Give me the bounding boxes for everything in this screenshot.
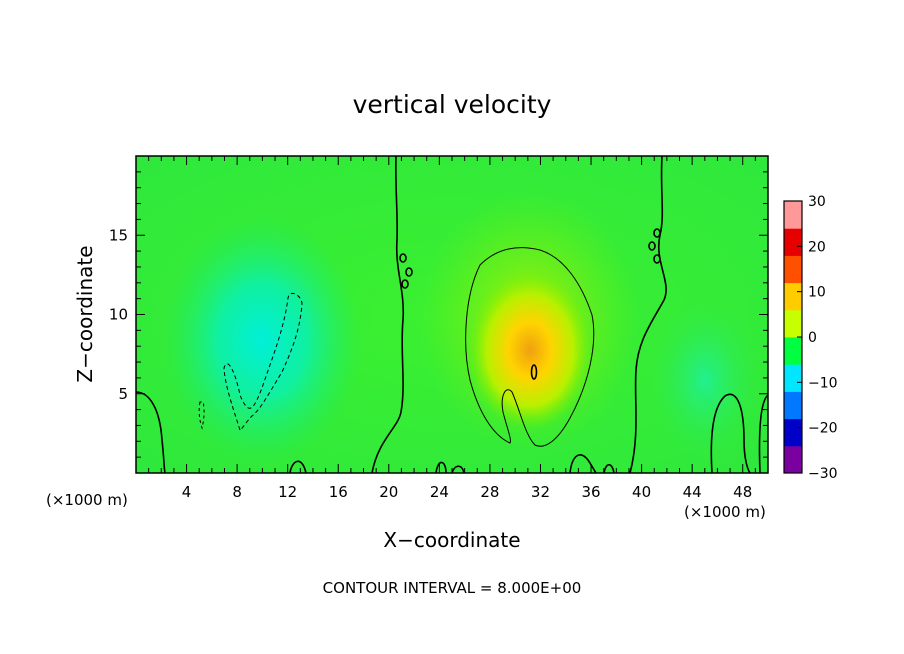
contour-bottom-d: [569, 454, 597, 473]
downdraft-contour-small: [198, 401, 205, 430]
colorbar-tick-label: 10: [808, 285, 826, 301]
colorbar: 30 20 10 0 −10 −20 −30: [783, 194, 838, 482]
contour-west-bottom: [136, 391, 166, 473]
contour-blob-5: [648, 241, 656, 251]
x-unit-left: (×1000 m): [46, 491, 128, 509]
colorbar-cell: [784, 309, 802, 338]
contour-blob-4: [653, 228, 661, 238]
downdraft-region: [162, 215, 362, 465]
contour-interval-note: CONTOUR INTERVAL = 8.000E+00: [323, 579, 582, 597]
y-tick-label: 15: [109, 226, 128, 244]
y-axis-label: Z−coordinate: [73, 245, 97, 382]
y-tick-label: 5: [118, 385, 128, 403]
colorbar-cell: [784, 228, 802, 256]
colorbar-cells: [784, 201, 802, 474]
x-tick-label: 16: [329, 483, 348, 501]
contour-blob-3: [401, 279, 409, 289]
colorbar-tick-label: −20: [808, 421, 838, 437]
colorbar-tick-label: −10: [808, 375, 838, 391]
zero-contour-west: [371, 156, 405, 473]
contour-lines: [136, 156, 768, 473]
downdraft-contour: [223, 292, 303, 431]
x-tick-label: 48: [733, 483, 752, 501]
contour-east-edge: [758, 394, 768, 473]
colorbar-tick-label: 30: [808, 194, 826, 210]
x-tick-label: 40: [632, 483, 651, 501]
colorbar-cell: [784, 201, 802, 229]
colorbar-cell: [784, 391, 802, 420]
x-tick-label: 24: [430, 483, 449, 501]
x-tick-label: 32: [531, 483, 550, 501]
downdraft-region-east: [650, 300, 760, 460]
contour-blob-6: [653, 254, 661, 264]
x-tick-label: 28: [480, 483, 499, 501]
x-tick-label: 8: [232, 483, 242, 501]
x-tick-label: 12: [278, 483, 297, 501]
updraft-core: [468, 270, 592, 430]
colorbar-cell: [784, 255, 802, 284]
colorbar-cell: [784, 364, 802, 392]
heatmap-field: [136, 156, 768, 473]
contour-bottom-a: [289, 460, 307, 473]
x-axis-ticks: 4 8 12 16 20 24 28 32 36 40 44 48: [148, 156, 756, 501]
chart-title: vertical velocity: [353, 90, 552, 119]
colorbar-tick-label: −30: [808, 466, 838, 482]
x-unit-right: (×1000 m): [684, 503, 766, 521]
colorbar-tick-label: 0: [808, 330, 817, 346]
y-tick-label: 10: [109, 306, 128, 324]
colorbar-cell: [784, 445, 802, 474]
contour-blob-2: [405, 267, 413, 277]
contour-bottom-b: [435, 461, 447, 473]
y-axis-ticks: 5 10 15: [109, 171, 768, 458]
x-tick-label: 20: [379, 483, 398, 501]
contour-bottom-e: [603, 463, 615, 473]
x-axis-label: X−coordinate: [383, 528, 520, 552]
contour-blob-1: [399, 253, 407, 263]
contour-bottom-c: [451, 465, 465, 473]
x-tick-label: 36: [581, 483, 600, 501]
zero-contour-east: [629, 156, 667, 473]
colorbar-cell: [784, 282, 802, 311]
colorbar-tick-label: 20: [808, 239, 826, 255]
contour-east-bottom: [710, 393, 751, 473]
updraft-contour: [465, 247, 595, 447]
colorbar-ticks: 30 20 10 0 −10 −20 −30: [797, 194, 838, 482]
updraft-peak-contour: [530, 364, 538, 380]
x-tick-label: 4: [182, 483, 192, 501]
colorbar-cell: [784, 418, 802, 447]
x-tick-label: 44: [683, 483, 702, 501]
colorbar-cell: [784, 337, 802, 365]
